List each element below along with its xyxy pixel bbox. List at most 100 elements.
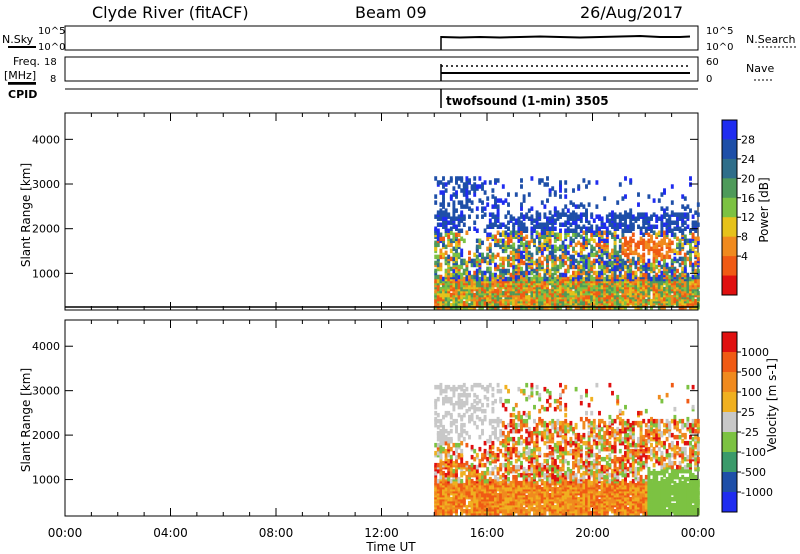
backscatter-cell bbox=[611, 254, 614, 260]
backscatter-cell bbox=[520, 184, 523, 189]
backscatter-cell bbox=[444, 452, 448, 458]
backscatter-cell bbox=[436, 510, 440, 516]
backscatter-cell bbox=[442, 440, 445, 446]
backscatter-cell bbox=[527, 410, 531, 416]
backscatter-cell bbox=[535, 230, 539, 236]
backscatter-cell bbox=[509, 262, 513, 268]
backscatter-cell bbox=[499, 232, 503, 238]
backscatter-cell bbox=[652, 240, 656, 246]
colorbar-swatch bbox=[722, 275, 737, 296]
backscatter-cell bbox=[561, 252, 565, 258]
backscatter-cell bbox=[681, 242, 685, 248]
power-ylabel: Slant Range [km] bbox=[19, 163, 33, 267]
backscatter-cell bbox=[496, 224, 500, 229]
backscatter-cell bbox=[618, 182, 622, 187]
backscatter-cell bbox=[465, 176, 469, 181]
backscatter-cell bbox=[572, 270, 575, 276]
backscatter-cell bbox=[683, 238, 687, 244]
backscatter-cell bbox=[683, 292, 687, 298]
backscatter-cell bbox=[642, 278, 646, 284]
backscatter-cell bbox=[540, 222, 544, 227]
backscatter-cell bbox=[655, 224, 659, 229]
backscatter-cell bbox=[585, 392, 588, 398]
backscatter-cell bbox=[553, 232, 557, 238]
colorbar-tick-label: 20 bbox=[741, 172, 755, 185]
backscatter-cell bbox=[538, 408, 542, 414]
backscatter-cell bbox=[434, 274, 438, 280]
backscatter-cell bbox=[600, 230, 604, 236]
backscatter-cell bbox=[478, 480, 482, 486]
backscatter-cell bbox=[569, 442, 573, 448]
backscatter-cell bbox=[509, 446, 513, 452]
backscatter-cell bbox=[444, 462, 448, 468]
backscatter-cell bbox=[668, 286, 672, 292]
backscatter-cell bbox=[504, 504, 508, 510]
backscatter-cell bbox=[548, 464, 552, 470]
backscatter-cell bbox=[564, 244, 568, 250]
backscatter-cell bbox=[644, 240, 648, 246]
backscatter-cell bbox=[494, 178, 497, 183]
backscatter-cell bbox=[486, 236, 490, 242]
backscatter-cell bbox=[595, 290, 599, 296]
backscatter-cell bbox=[514, 458, 518, 464]
backscatter-cell bbox=[676, 226, 679, 232]
backscatter-cell bbox=[587, 180, 591, 185]
backscatter-cell bbox=[611, 248, 614, 254]
backscatter-cell bbox=[543, 452, 547, 458]
backscatter-cell bbox=[473, 252, 477, 258]
backscatter-cell bbox=[556, 504, 560, 510]
backscatter-cell bbox=[496, 492, 500, 498]
backscatter-cell bbox=[553, 244, 557, 250]
backscatter-cell bbox=[449, 230, 453, 236]
backscatter-cell bbox=[652, 266, 656, 272]
backscatter-cell bbox=[501, 230, 505, 236]
backscatter-cell bbox=[442, 210, 445, 215]
backscatter-cell bbox=[525, 234, 529, 240]
backscatter-cell bbox=[577, 280, 581, 286]
backscatter-cell bbox=[499, 198, 503, 203]
backscatter-cell bbox=[527, 464, 531, 470]
backscatter-cell bbox=[613, 270, 617, 276]
backscatter-cell bbox=[556, 476, 560, 482]
backscatter-cell bbox=[566, 294, 570, 300]
backscatter-cell bbox=[608, 222, 612, 227]
backscatter-cell bbox=[574, 442, 578, 448]
backscatter-cell bbox=[533, 446, 536, 452]
backscatter-cell bbox=[587, 474, 591, 480]
backscatter-cell bbox=[577, 204, 581, 209]
backscatter-cell bbox=[608, 268, 612, 274]
backscatter-cell bbox=[574, 294, 578, 300]
backscatter-cell bbox=[624, 270, 627, 276]
backscatter-cell bbox=[514, 218, 518, 223]
backscatter-cell bbox=[486, 260, 490, 266]
backscatter-cell bbox=[444, 384, 448, 390]
backscatter-cell bbox=[465, 194, 469, 199]
backscatter-cell bbox=[501, 184, 505, 189]
nsky-tick-top: 10^5 bbox=[38, 26, 65, 37]
backscatter-cell bbox=[616, 214, 620, 219]
backscatter-cell bbox=[579, 434, 583, 440]
backscatter-cell bbox=[522, 438, 526, 444]
backscatter-cell bbox=[595, 382, 599, 388]
backscatter-cell bbox=[483, 394, 487, 400]
backscatter-cell bbox=[587, 298, 591, 304]
backscatter-cell bbox=[668, 254, 672, 260]
backscatter-cell bbox=[546, 236, 549, 242]
backscatter-cell bbox=[533, 440, 536, 446]
backscatter-cell bbox=[673, 232, 677, 238]
backscatter-cell bbox=[478, 184, 482, 189]
backscatter-cell bbox=[551, 262, 555, 268]
backscatter-cell bbox=[624, 214, 627, 219]
backscatter-cell bbox=[644, 272, 648, 278]
backscatter-cell bbox=[655, 264, 659, 270]
backscatter-cell bbox=[553, 276, 557, 282]
backscatter-cell bbox=[530, 430, 534, 436]
backscatter-cell bbox=[572, 188, 575, 193]
backscatter-cell bbox=[478, 244, 482, 250]
backscatter-cell bbox=[470, 444, 474, 450]
backscatter-cell bbox=[543, 430, 547, 436]
backscatter-cell bbox=[460, 248, 464, 254]
backscatter-cell bbox=[559, 420, 562, 426]
backscatter-cell bbox=[533, 426, 536, 432]
